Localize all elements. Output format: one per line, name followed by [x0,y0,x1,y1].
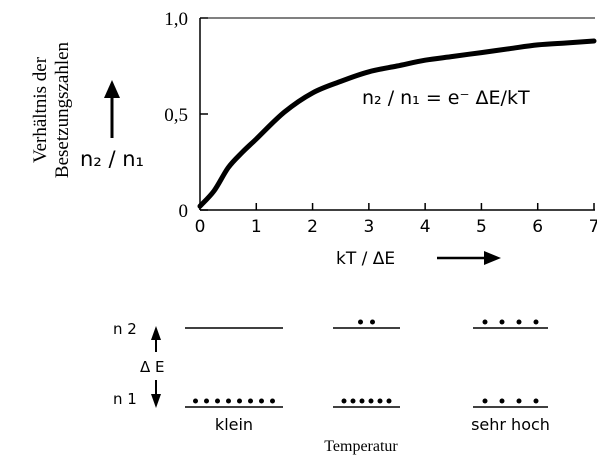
population-dot [359,398,365,404]
population-dot [204,398,209,404]
population-dot [193,398,198,404]
population-dot [226,398,231,404]
x-tick-label: 0 [195,217,206,237]
population-dot [350,398,356,404]
y-tick-label: 0 [179,201,189,222]
y-tick-label: 0,5 [164,105,188,126]
population-dot [533,319,539,325]
y-tick-label: 1,0 [164,9,188,30]
x-ticks: 0 1 2 3 4 5 6 7 [195,203,597,237]
population-dot [237,398,242,404]
population-dot [270,398,275,404]
population-dot [516,319,522,325]
population-dot [370,319,375,325]
formula-annotation: n₂ / n₁ = e⁻ ΔE/kT [362,87,530,109]
x-tick-label: 5 [476,217,487,237]
population-dot [358,319,363,325]
x-tick-label: 3 [363,217,374,237]
right-arrow-icon [437,251,501,265]
population-dot [386,398,392,404]
x-tick-label: 6 [532,217,543,237]
delta-e-arrow [151,326,161,408]
population-dot [341,398,347,404]
population-dot [499,398,505,404]
population-dot [259,398,264,404]
x-tick-label: 1 [251,217,262,237]
y-axis-title-line2: Besetzungszahlen [52,41,73,178]
level-column: sehr hoch [471,319,550,434]
level-columns: klein sehr hoch [185,319,550,434]
y-axis-title-line1: Verhältnis der [30,56,51,163]
column-caption: sehr hoch [471,415,550,434]
population-dot [368,398,374,404]
lower-level-label: n 1 [113,390,137,408]
population-dot [482,398,488,404]
temperature-label: Temperatur [324,438,398,455]
population-dot [516,398,522,404]
level-column [333,319,400,408]
column-caption: klein [215,415,253,434]
population-dot [248,398,253,404]
delta-e-label: Δ E [140,358,165,376]
level-column: klein [185,327,283,434]
population-dot [499,319,505,325]
x-tick-label: 4 [420,217,431,237]
population-dot [215,398,220,404]
x-axis-title: kT / ΔE [336,249,395,269]
population-dot [482,319,488,325]
x-tick-label: 2 [307,217,318,237]
upper-level-label: n 2 [113,320,137,338]
population-dot [377,398,383,404]
y-ticks: 0 0,5 1,0 [164,9,208,222]
y-symbol: n₂ / n₁ [80,147,144,171]
x-tick-label: 7 [589,217,597,237]
population-dot [533,398,539,404]
ratio-curve [197,38,597,209]
up-arrow-icon [104,80,120,138]
